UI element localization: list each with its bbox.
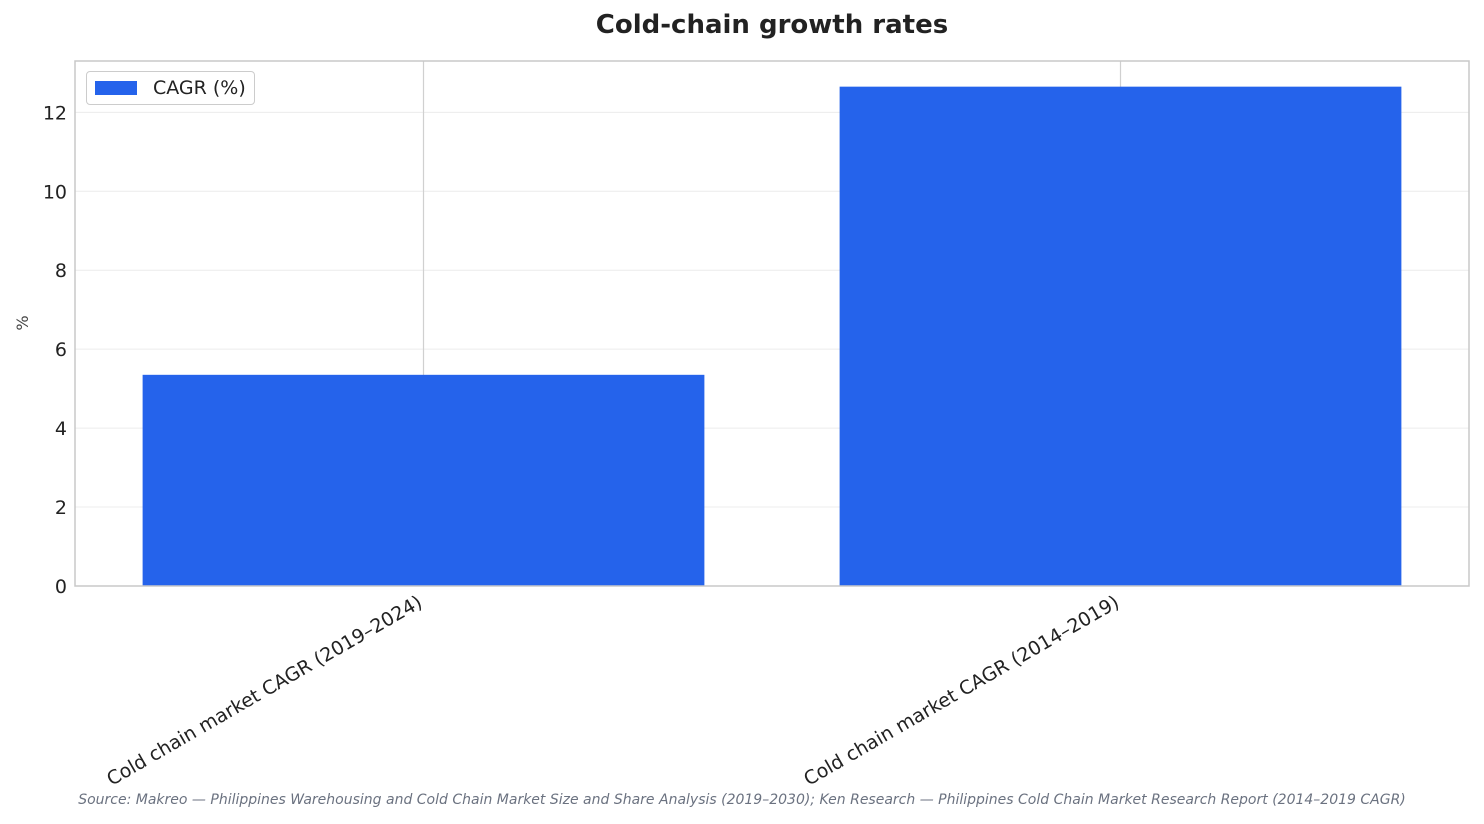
x-tick-layer: Cold chain market CAGR (2019–2024) Cold c… bbox=[103, 591, 1123, 790]
y-axis-label: % bbox=[13, 315, 32, 330]
legend-swatch bbox=[95, 81, 137, 95]
legend-label: CAGR (%) bbox=[153, 77, 246, 99]
y-tick-label: 6 bbox=[55, 339, 67, 361]
chart-title: Cold-chain growth rates bbox=[595, 10, 949, 40]
bar bbox=[142, 374, 705, 586]
source-note: Source: Makreo — Philippines Warehousing… bbox=[78, 792, 1406, 808]
y-tick-layer: 0 2 4 6 8 10 12 bbox=[43, 102, 67, 598]
x-tick-label: Cold chain market CAGR (2019–2024) bbox=[103, 591, 426, 790]
bars-layer bbox=[142, 86, 1402, 586]
y-tick-label: 10 bbox=[43, 181, 67, 203]
y-tick-label: 4 bbox=[55, 418, 67, 440]
y-tick-label: 0 bbox=[55, 576, 67, 598]
plot-frame bbox=[74, 60, 1470, 587]
x-tick-label: Cold chain market CAGR (2014–2019) bbox=[800, 591, 1123, 790]
y-tick-label: 12 bbox=[43, 102, 67, 124]
y-tick-label: 8 bbox=[55, 260, 67, 282]
bar bbox=[839, 86, 1402, 586]
y-tick-label: 2 bbox=[55, 497, 67, 519]
legend: CAGR (%) bbox=[86, 71, 255, 105]
